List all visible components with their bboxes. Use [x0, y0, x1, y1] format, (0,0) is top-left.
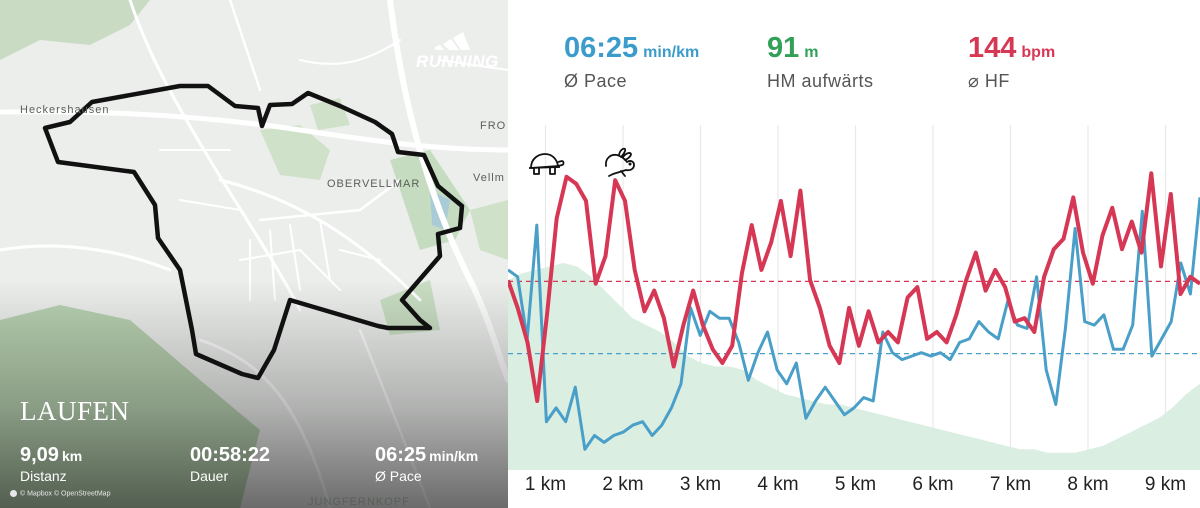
- stat-value: 06:25: [375, 444, 427, 466]
- place-label: Heckershausen: [20, 104, 110, 116]
- x-tick-label: 7 km: [990, 474, 1031, 495]
- x-tick-label: 8 km: [1067, 474, 1108, 495]
- stat-value: 00:58:22: [190, 444, 271, 466]
- place-label: FRO: [480, 120, 507, 132]
- stat-label: Ø Pace: [375, 468, 422, 484]
- place-label: JUNGFERNKOPF: [308, 496, 410, 508]
- stat-label: Dauer: [190, 468, 229, 484]
- info-icon[interactable]: [10, 490, 17, 497]
- elevation-area: [508, 263, 1200, 470]
- summary-value: 144: [968, 32, 1017, 64]
- summary-label: Ø Pace: [564, 71, 628, 91]
- summary-elevation: 91 m HM aufwärts: [767, 32, 874, 92]
- stat-distance: 9,09 km Distanz: [20, 444, 82, 484]
- summary-unit: min/km: [643, 44, 700, 61]
- pace-series-line: [508, 197, 1200, 451]
- route-line: [42, 83, 465, 381]
- route-map[interactable]: Heckershausen OBERVELLMAR Vellm FRO JUNG…: [0, 0, 508, 508]
- brand-badge: RUNNING: [416, 28, 499, 72]
- map-attribution[interactable]: © Mapbox © OpenStreetMap: [10, 490, 110, 497]
- turtle-icon: [528, 153, 565, 175]
- summary-value: 91: [767, 32, 800, 64]
- stat-unit: km: [61, 448, 83, 464]
- place-label: OBERVELLMAR: [327, 178, 421, 190]
- summary-pace: 06:25 min/km Ø Pace: [564, 32, 699, 92]
- adidas-logo-icon: [434, 32, 470, 50]
- activity-chart[interactable]: 1 km 2 km 3 km 4 km 5 km 6 km 7 km 8 km 9 km: [508, 0, 1200, 508]
- x-tick-label: 4 km: [757, 474, 798, 495]
- summary-unit: m: [804, 44, 819, 61]
- stat-value: 9,09: [20, 444, 59, 466]
- stats-chart-panel: 06:25 min/km Ø Pace 91 m HM aufwärts 144 bp…: [508, 0, 1200, 508]
- summary-heart-rate: 144 bpm ⌀ HF: [968, 32, 1055, 92]
- activity-title: LAUFEN: [20, 396, 130, 426]
- x-tick-label: 9 km: [1145, 474, 1186, 495]
- heart-rate-series-line: [508, 171, 1200, 403]
- stat-duration: 00:58:22 Dauer: [190, 444, 273, 484]
- summary-label: ⌀ HF: [968, 71, 1010, 91]
- summary-value: 06:25: [564, 32, 639, 64]
- summary-label: HM aufwärts: [767, 71, 874, 91]
- rabbit-icon: [605, 147, 635, 177]
- x-tick-label: 2 km: [602, 474, 643, 495]
- x-tick-label: 3 km: [680, 474, 721, 495]
- x-tick-label: 5 km: [835, 474, 876, 495]
- map-base: [0, 0, 508, 508]
- stat-label: Distanz: [20, 468, 67, 484]
- stat-pace: 06:25 min/km Ø Pace: [375, 444, 478, 484]
- x-tick-label: 6 km: [912, 474, 953, 495]
- attribution-text: © Mapbox © OpenStreetMap: [20, 490, 111, 498]
- stat-unit: min/km: [429, 448, 479, 464]
- x-tick-label: 1 km: [525, 474, 566, 495]
- summary-unit: bpm: [1021, 44, 1056, 61]
- place-label: Vellm: [473, 172, 505, 184]
- brand-word: RUNNING: [416, 52, 499, 71]
